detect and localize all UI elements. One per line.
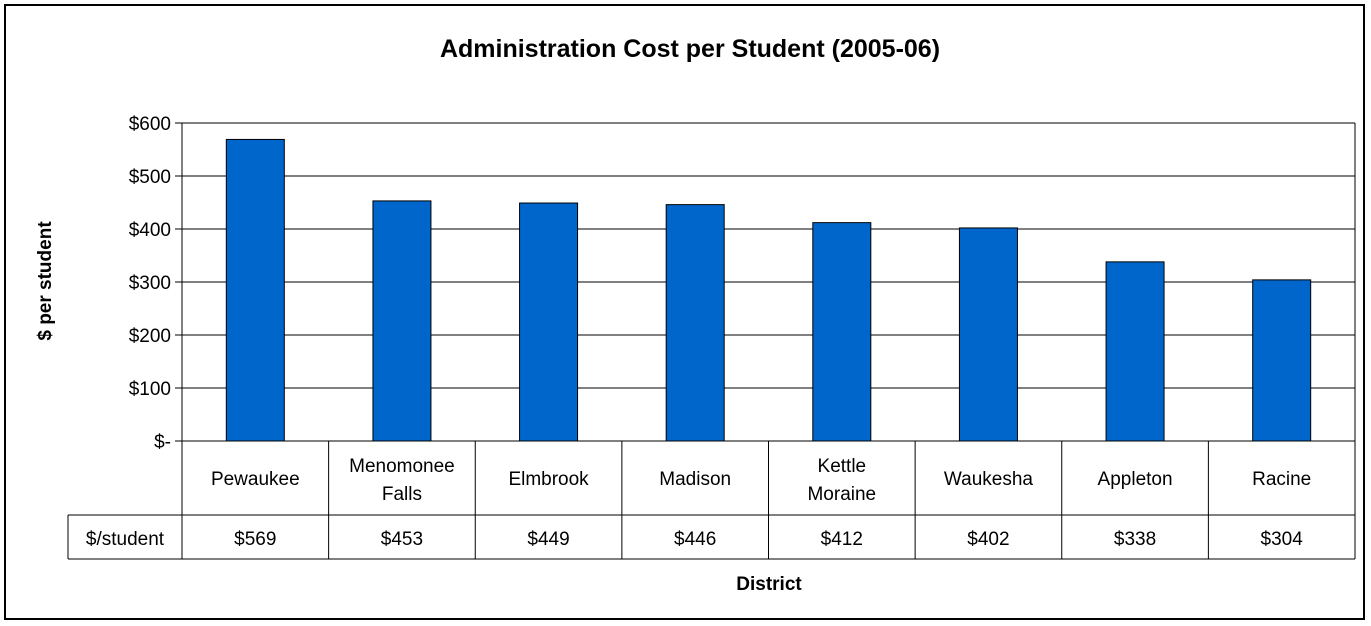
bar xyxy=(225,138,285,442)
x-axis-label: District xyxy=(736,574,802,595)
bar xyxy=(519,202,579,442)
x-tick-label: Appleton xyxy=(1098,469,1173,490)
data-label: $304 xyxy=(1261,529,1304,550)
data-label: $449 xyxy=(527,529,569,550)
data-table: Pewaukee Menomonee Falls Elmbrook Madison Ket… xyxy=(67,441,1356,560)
gridlines xyxy=(175,122,1356,442)
y-axis-label: $ per student xyxy=(35,221,56,341)
bar xyxy=(812,222,872,442)
data-label: $338 xyxy=(1114,529,1156,550)
y-tick-label: $500 xyxy=(129,167,171,188)
x-tick-label: Waukesha xyxy=(944,469,1033,490)
x-tick-label: Madison xyxy=(659,469,731,490)
x-tick-label: Racine xyxy=(1252,469,1311,490)
y-tick-labels: $- $100 $200 $300 $400 $500 $600 xyxy=(129,114,171,453)
y-tick-label: $600 xyxy=(129,114,171,135)
x-tick-label: Elmbrook xyxy=(508,469,589,490)
bar xyxy=(1252,279,1312,442)
x-tick-label: Menomonee Falls xyxy=(349,456,455,505)
bar xyxy=(372,200,432,442)
x-tick-label: Kettle Moraine xyxy=(807,456,876,505)
data-label: $569 xyxy=(234,529,276,550)
chart-title: Administration Cost per Student (2005-06… xyxy=(440,35,940,63)
x-tick-label: Pewaukee xyxy=(211,469,300,490)
table-series-name: $/student xyxy=(86,529,165,550)
bar xyxy=(1105,261,1165,442)
data-label: $412 xyxy=(821,529,863,550)
bars xyxy=(225,138,1312,442)
data-label: $402 xyxy=(967,529,1009,550)
data-label: $446 xyxy=(674,529,716,550)
bar xyxy=(958,227,1018,442)
data-label: $453 xyxy=(381,529,423,550)
y-tick-label: $- xyxy=(154,432,171,453)
y-tick-label: $400 xyxy=(129,220,171,241)
y-tick-label: $300 xyxy=(129,273,171,294)
bar xyxy=(665,204,725,442)
y-tick-label: $200 xyxy=(129,326,171,347)
y-tick-label: $100 xyxy=(129,379,171,400)
